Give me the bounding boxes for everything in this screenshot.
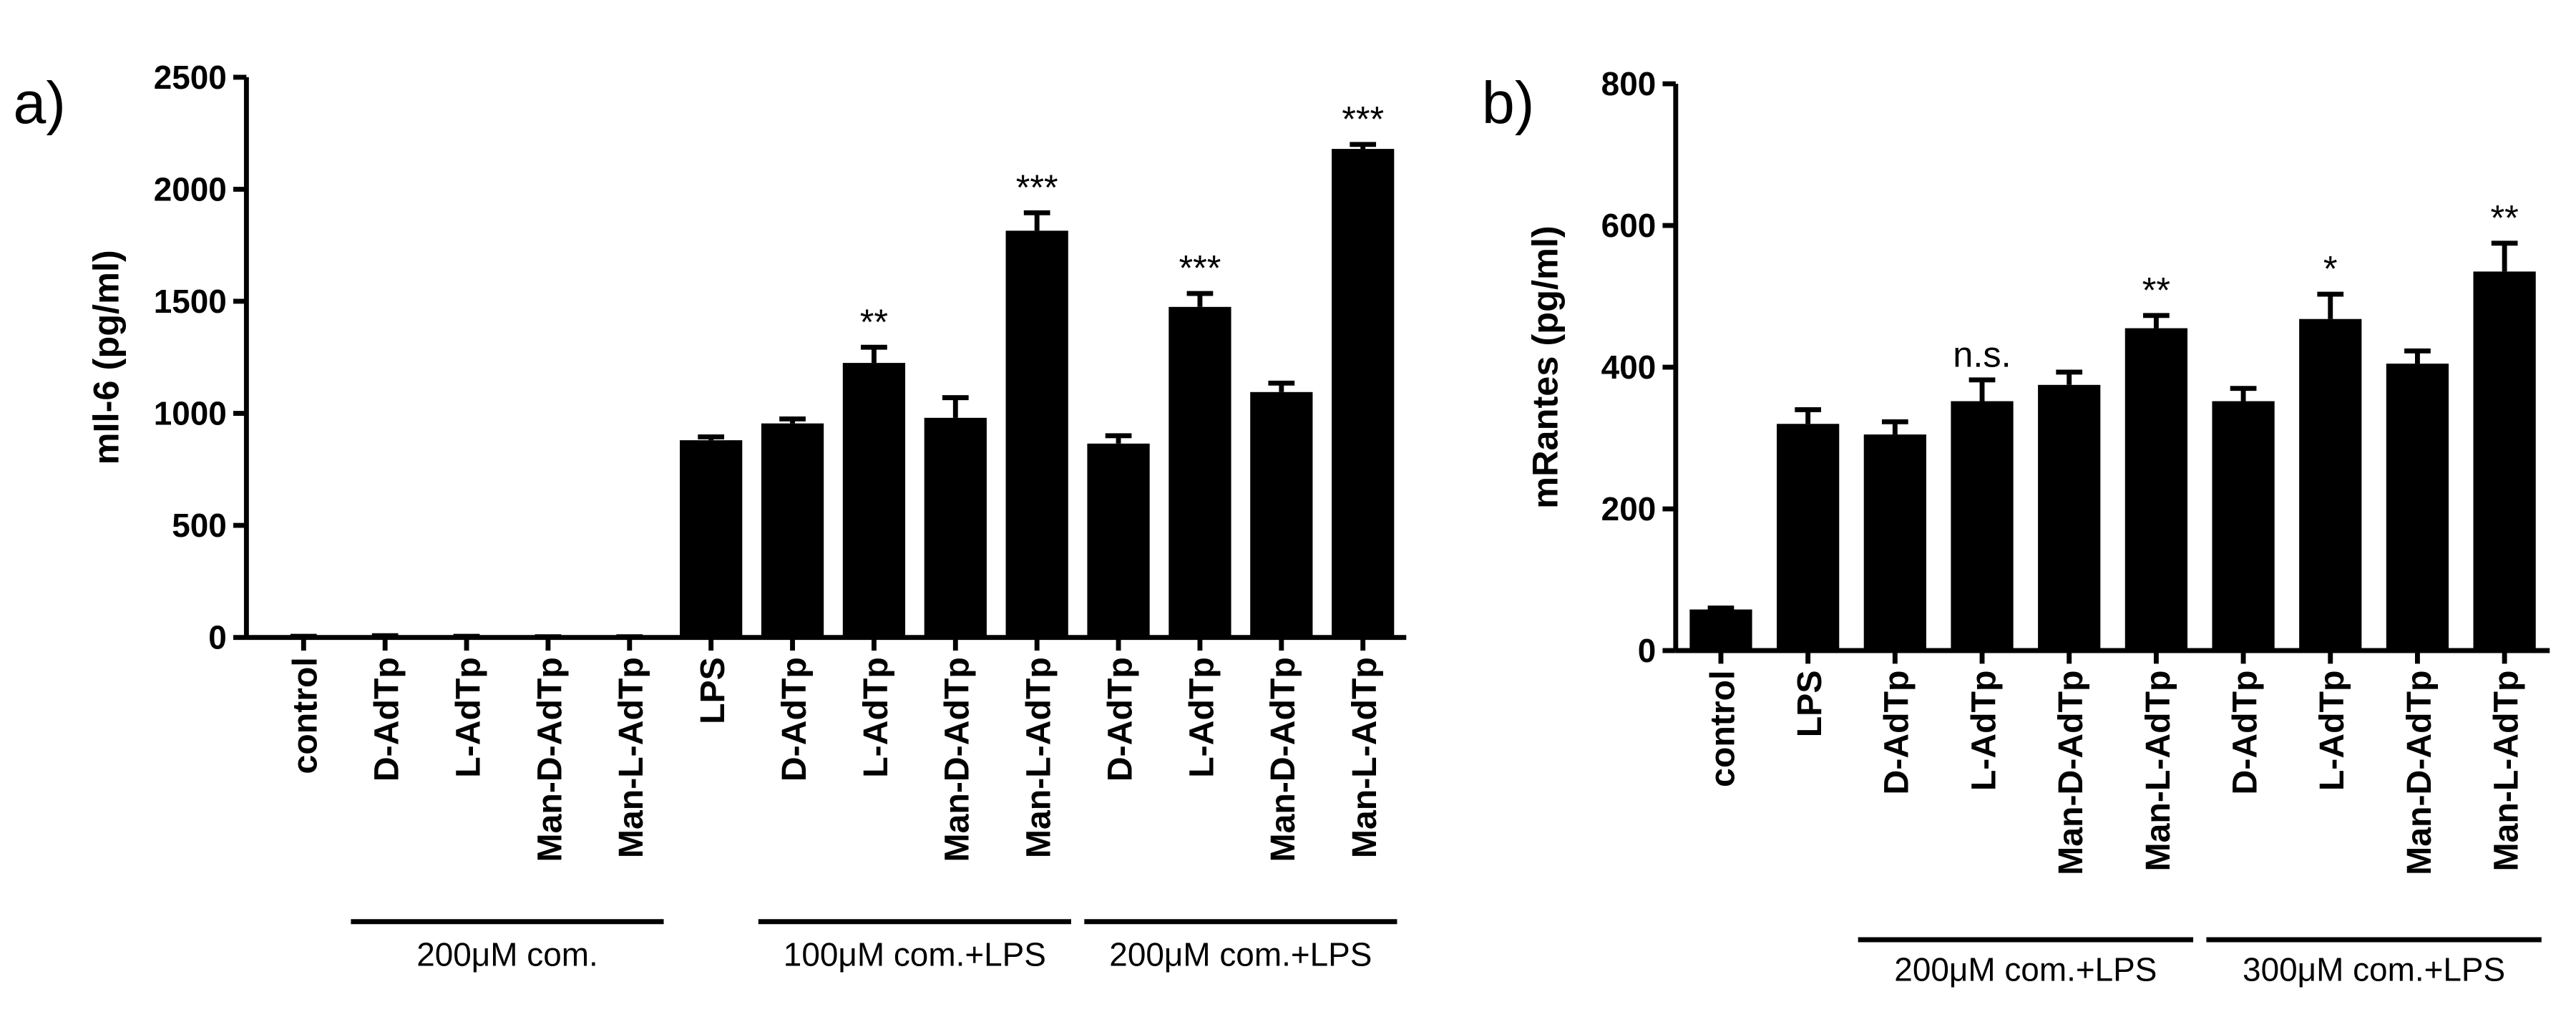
y-tick-label: 600 [1601, 207, 1657, 244]
bar [1005, 230, 1068, 638]
x-tick-label: Man-L-AdTp [612, 657, 650, 858]
group-label: 200μM com.+LPS [1109, 936, 1372, 973]
y-tick-label: 400 [1601, 349, 1657, 386]
x-tick-label: Man-D-AdTp [2051, 671, 2090, 875]
significance-label: *** [1342, 98, 1384, 139]
bar [1087, 443, 1150, 638]
x-tick-label: D-AdTp [775, 657, 814, 782]
group-label: 300μM com.+LPS [2243, 950, 2505, 988]
y-tick-label: 0 [208, 619, 227, 656]
y-tick-label: 1000 [154, 395, 227, 432]
y-tick-label: 500 [172, 507, 227, 544]
group-label: 200μM com. [416, 936, 598, 973]
x-tick-label: Man-L-AdTp [1345, 657, 1384, 858]
x-tick-label: L-AdTp [1964, 671, 2003, 792]
y-tick-label: 2000 [154, 171, 227, 208]
significance-label: n.s. [1953, 334, 2011, 374]
x-tick-label: Man-D-AdTp [530, 657, 569, 862]
bar [842, 363, 906, 638]
significance-label: * [2323, 248, 2338, 289]
significance-label: *** [1016, 167, 1058, 208]
x-tick-label: D-AdTp [2225, 671, 2264, 795]
x-tick-label: Man-L-AdTp [1020, 657, 1058, 858]
bar [1951, 401, 2014, 651]
bar [1863, 434, 1926, 651]
x-tick-label: Man-D-AdTp [1264, 657, 1302, 862]
group-label: 200μM com.+LPS [1894, 950, 2157, 988]
bar [1250, 391, 1313, 638]
bar [2473, 271, 2536, 651]
significance-label: ** [2142, 269, 2170, 310]
panel-label: a) [13, 69, 65, 136]
y-tick-label: 2500 [154, 59, 227, 96]
x-tick-label: LPS [693, 657, 732, 724]
bar [2299, 318, 2362, 651]
bar [2386, 364, 2449, 651]
y-tick-label: 1500 [154, 283, 227, 320]
bar [2038, 384, 2101, 651]
x-tick-label: L-AdTp [449, 657, 487, 778]
y-tick-label: 800 [1601, 65, 1657, 102]
x-tick-label: D-AdTp [1101, 657, 1139, 782]
significance-label: ** [860, 301, 888, 342]
y-axis-label: mIl-6 (pg/ml) [85, 250, 126, 464]
bar [761, 423, 824, 638]
bar [2212, 401, 2275, 651]
y-axis-label: mRantes (pg/ml) [1525, 225, 1566, 509]
x-tick-label: Man-D-AdTp [2400, 671, 2439, 875]
bar [1169, 306, 1231, 638]
bar [924, 417, 987, 638]
bar [680, 440, 743, 638]
x-tick-label: control [1703, 671, 1742, 787]
bar [1332, 149, 1395, 638]
x-tick-label: L-AdTp [2313, 671, 2351, 792]
panel-label: b) [1482, 69, 1534, 136]
bar [1777, 424, 1840, 651]
x-tick-label: LPS [1790, 671, 1829, 738]
x-tick-label: Man-L-AdTp [2487, 671, 2525, 872]
x-tick-label: Man-L-AdTp [2139, 671, 2177, 872]
x-tick-label: D-AdTp [1878, 671, 1916, 795]
x-tick-label: control [286, 657, 325, 774]
x-tick-label: Man-D-AdTp [938, 657, 977, 862]
x-tick-label: L-AdTp [857, 657, 895, 778]
group-label: 100μM com.+LPS [784, 936, 1046, 973]
y-tick-label: 200 [1601, 490, 1657, 527]
significance-label: *** [1179, 248, 1221, 288]
bar [2124, 328, 2188, 651]
y-tick-label: 0 [1638, 632, 1657, 669]
significance-label: ** [2490, 197, 2518, 238]
x-tick-label: D-AdTp [368, 657, 406, 782]
bar [1689, 609, 1752, 651]
x-tick-label: L-AdTp [1182, 657, 1221, 778]
